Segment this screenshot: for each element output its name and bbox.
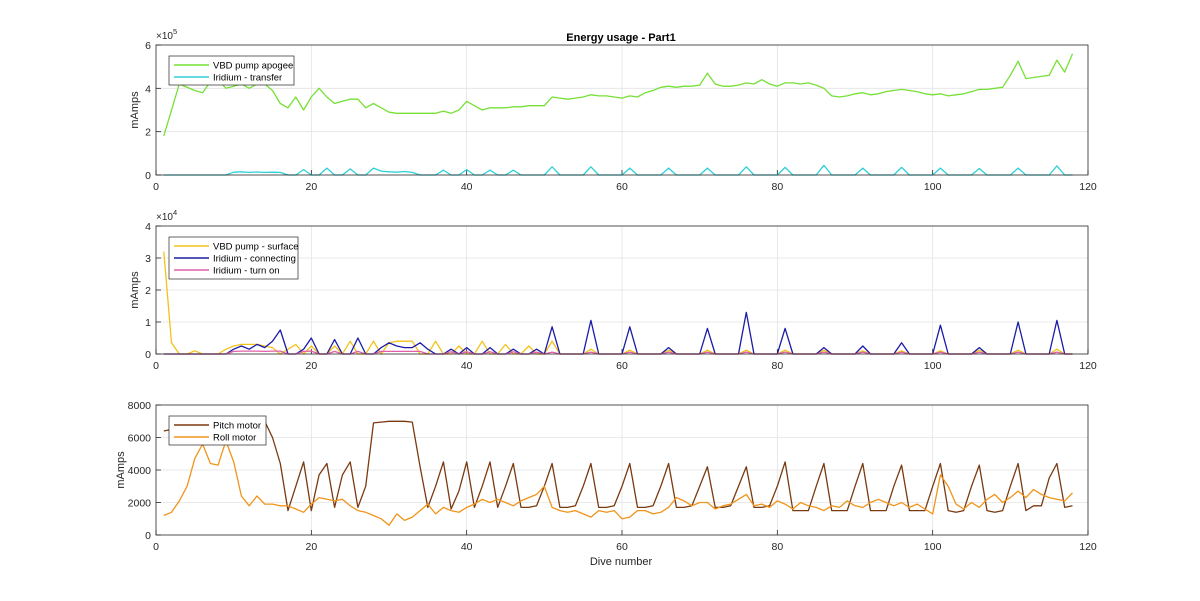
panel-3-plot-area	[163, 420, 1073, 526]
legend-label-vbd-pump-surface: VBD pump - surface	[213, 242, 299, 253]
y-tick-label: 4000	[128, 465, 152, 477]
panel-1-y-exponent: ×105	[156, 27, 177, 42]
x-axis-label: Dive number	[590, 556, 653, 568]
figure-title: Energy usage - Part1	[566, 32, 675, 44]
x-tick-label: 20	[305, 181, 317, 193]
x-tick-label: 100	[924, 360, 942, 372]
panel-energy-apogee: 0 20 40 60 80 100 120 0 2 4 6 ×105 mAmps VBD pump…	[129, 27, 1097, 193]
y-tick-label: 2	[145, 127, 151, 139]
panel-3-grid	[155, 404, 1089, 536]
x-tick-label: 80	[771, 360, 783, 372]
x-tick-label: 0	[153, 360, 159, 372]
panel-1-y-axis-label: mAmps	[129, 91, 141, 129]
x-tick-label: 100	[924, 541, 942, 553]
legend-label-iridium-transfer: Iridium - transfer	[213, 73, 282, 84]
panel-2-y-axis-label: mAmps	[129, 271, 141, 309]
panel-energy-surface-iridium: 0 20 40 60 80 100 120 0 1 2 3 4 ×104 mAmps VBD pum…	[129, 208, 1097, 372]
x-tick-label: 40	[461, 360, 473, 372]
panel-1-legend: VBD pump apogee Iridium - transfer	[168, 55, 295, 86]
y-tick-label: 2000	[128, 498, 152, 510]
y-tick-label: 8000	[128, 400, 152, 412]
legend-label-vbd-pump-apogee: VBD pump apogee	[213, 61, 293, 72]
panel-3-axes-box	[155, 404, 1089, 536]
x-tick-label: 0	[153, 541, 159, 553]
y-tick-label: 2	[145, 285, 151, 297]
x-tick-label: 80	[771, 541, 783, 553]
x-tick-label: 40	[461, 181, 473, 193]
panel-2-legend: VBD pump - surface Iridium - connecting …	[168, 236, 299, 280]
x-tick-label: 20	[305, 541, 317, 553]
legend-label-iridium-connecting: Iridium - connecting	[213, 254, 296, 265]
x-tick-label: 20	[305, 360, 317, 372]
x-tick-label: 120	[1079, 181, 1097, 193]
x-tick-label: 120	[1079, 541, 1097, 553]
panel-2-y-exponent: ×104	[156, 208, 177, 223]
panel-1-y-tick-labels: 0 2 4 6	[145, 40, 151, 182]
legend-label-roll-motor: Roll motor	[213, 433, 256, 444]
panel-1-grid	[155, 44, 1089, 176]
panel-3-y-axis-label: mAmps	[115, 451, 127, 489]
panel-1-legend-box	[168, 55, 295, 86]
series-line-vbd-pump-apogee	[163, 53, 1074, 137]
panel-1-x-tick-labels: 0 20 40 60 80 100 120	[153, 181, 1097, 193]
y-tick-label: 0	[145, 170, 151, 182]
panel-3-y-tick-labels: 0 2000 4000 6000 8000	[128, 400, 152, 542]
panel-1-axes-box	[155, 44, 1089, 176]
x-tick-label: 0	[153, 181, 159, 193]
panel-2-y-tick-labels: 0 1 2 3 4	[145, 221, 151, 361]
series-line-roll-motor	[163, 440, 1073, 526]
y-tick-label: 6000	[128, 433, 152, 445]
y-tick-label: 6	[145, 40, 151, 52]
x-tick-label: 60	[616, 360, 628, 372]
series-line-pitch-motor	[163, 420, 1073, 513]
y-tick-label: 1	[145, 317, 151, 329]
y-tick-label: 3	[145, 253, 151, 265]
x-tick-label: 40	[461, 541, 473, 553]
y-tick-label: 4	[145, 221, 151, 233]
y-tick-label: 0	[145, 349, 151, 361]
legend-label-iridium-turn-on: Iridium - turn on	[213, 266, 280, 277]
panel-2-grid	[155, 225, 1089, 355]
y-tick-label: 0	[145, 530, 151, 542]
panel-3-x-tick-labels: 0 20 40 60 80 100 120	[153, 541, 1097, 553]
x-tick-label: 60	[616, 181, 628, 193]
panel-3-legend-box	[168, 415, 267, 446]
legend-label-pitch-motor: Pitch motor	[213, 421, 261, 432]
panel-3-legend: Pitch motor Roll motor	[168, 415, 267, 446]
panel-2-x-tick-labels: 0 20 40 60 80 100 120	[153, 360, 1097, 372]
x-tick-label: 120	[1079, 360, 1097, 372]
x-tick-label: 100	[924, 181, 942, 193]
y-tick-label: 4	[145, 83, 151, 95]
x-tick-label: 60	[616, 541, 628, 553]
x-tick-label: 80	[771, 181, 783, 193]
panel-2-axes-box	[155, 225, 1089, 355]
